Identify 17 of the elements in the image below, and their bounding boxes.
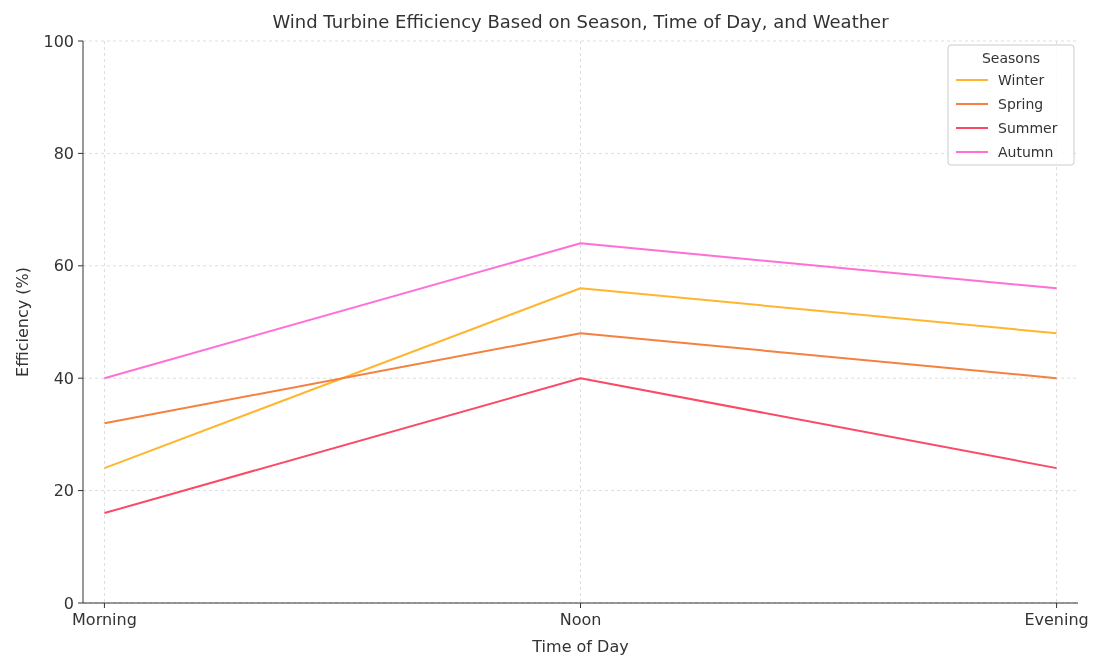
y-tick-label: 20 <box>53 481 74 501</box>
y-tick-label: 60 <box>53 256 74 276</box>
x-axis-title: Time of Day <box>531 637 629 656</box>
legend-label: Autumn <box>998 144 1054 160</box>
y-axis-title: Efficiency (%) <box>13 267 32 377</box>
y-tick-label: 100 <box>43 31 74 51</box>
y-tick-label: 40 <box>53 368 74 388</box>
x-tick-label: Evening <box>1024 610 1089 629</box>
legend-title: Seasons <box>981 50 1041 66</box>
chart-title: Wind Turbine Efficiency Based on Season, Time of Day, and Weather <box>272 11 890 32</box>
y-tick-label: 80 <box>53 144 74 163</box>
y-tick-label: 0 <box>63 593 74 613</box>
legend-label: Summer <box>998 120 1058 136</box>
legend-label: Winter <box>998 72 1045 88</box>
x-tick-label: Morning <box>72 610 137 629</box>
legend-label: Spring <box>998 96 1044 112</box>
x-tick-label: Noon <box>559 610 602 629</box>
